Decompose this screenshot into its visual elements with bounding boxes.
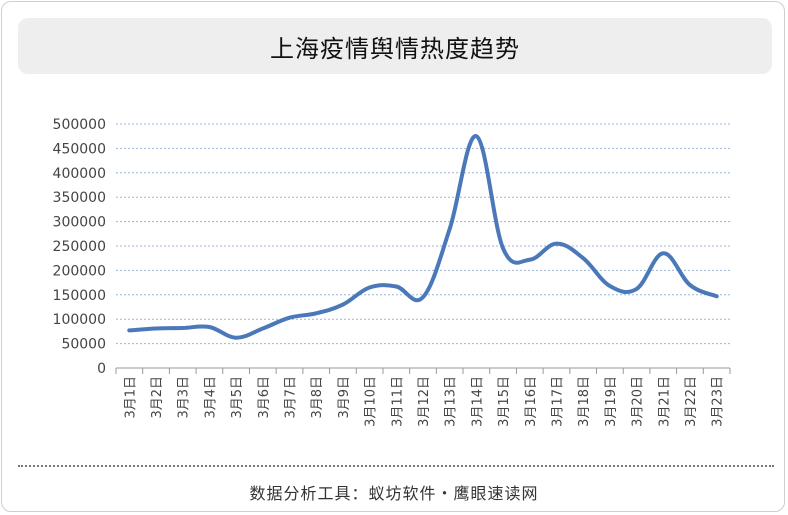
y-tick-label: 100000 xyxy=(53,312,106,328)
y-tick-label: 450000 xyxy=(53,141,106,157)
y-tick-label: 250000 xyxy=(53,239,106,255)
y-tick-label: 0 xyxy=(97,361,106,377)
chart-title: 上海疫情舆情热度趋势 xyxy=(270,34,520,63)
x-tick-label: 3月22日 xyxy=(684,376,699,427)
title-box: 上海疫情舆情热度趋势 xyxy=(18,18,772,74)
y-tick-label: 150000 xyxy=(53,288,106,304)
series-line xyxy=(127,134,719,340)
x-tick-label: 3月1日 xyxy=(123,376,138,419)
y-tick-label: 200000 xyxy=(53,263,106,279)
x-tick-label: 3月8日 xyxy=(310,376,325,419)
y-tick-label: 400000 xyxy=(53,166,106,182)
x-tick-label: 3月11日 xyxy=(390,376,405,427)
y-tick-label: 50000 xyxy=(61,337,106,353)
y-tick-label: 300000 xyxy=(53,215,106,231)
y-tick-label: 350000 xyxy=(53,190,106,206)
x-tick-label: 3月16日 xyxy=(524,376,539,427)
x-tick-label: 3月12日 xyxy=(417,376,432,427)
x-tick-label: 3月7日 xyxy=(284,376,299,419)
y-tick-label: 500000 xyxy=(53,117,106,133)
x-tick-label: 3月4日 xyxy=(203,376,218,419)
x-tick-label: 3月18日 xyxy=(577,376,592,427)
x-tick-label: 3月15日 xyxy=(497,376,512,427)
x-tick-label: 3月10日 xyxy=(364,376,379,427)
x-tick-label: 3月9日 xyxy=(337,376,352,419)
x-tick-label: 3月6日 xyxy=(257,376,272,419)
x-tick-label: 3月3日 xyxy=(177,376,192,419)
x-tick-label: 3月20日 xyxy=(631,376,646,427)
footer-divider xyxy=(18,465,774,467)
x-tick-label: 3月19日 xyxy=(604,376,619,427)
x-tick-label: 3月23日 xyxy=(711,376,726,427)
x-tick-label: 3月21日 xyxy=(657,376,672,427)
x-tick-label: 3月17日 xyxy=(550,376,565,427)
x-tick-label: 3月5日 xyxy=(230,376,245,419)
x-tick-label: 3月13日 xyxy=(444,376,459,427)
footer-credit: 数据分析工具：蚁坊软件・鹰眼速读网 xyxy=(249,484,539,503)
x-tick-label: 3月2日 xyxy=(150,376,165,419)
x-tick-label: 3月14日 xyxy=(470,376,485,427)
